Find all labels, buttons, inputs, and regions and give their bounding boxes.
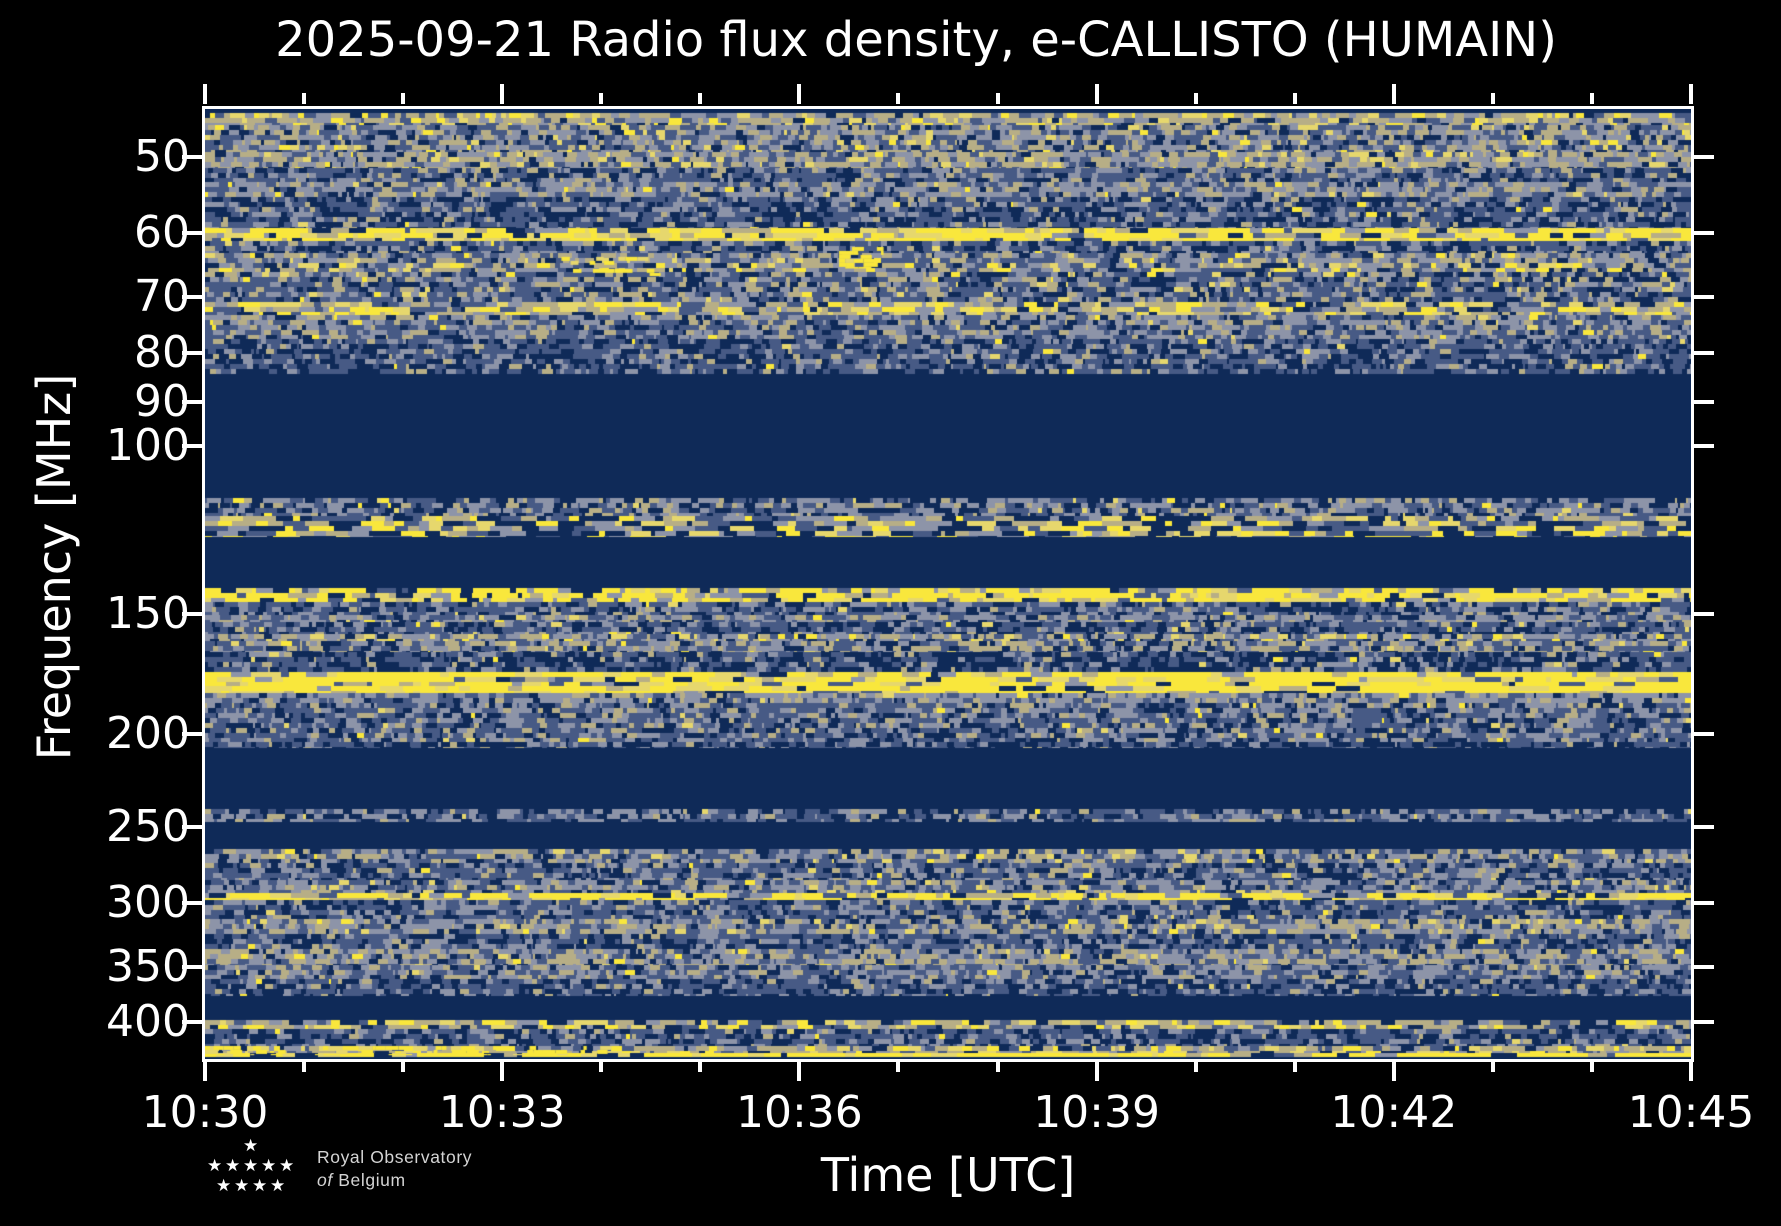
x-axis-title: Time [UTC] <box>820 1148 1076 1202</box>
star-icon: ★ <box>243 1136 259 1156</box>
x-major-tick <box>500 1061 505 1081</box>
y-major-tick-right <box>1694 399 1714 404</box>
x-major-tick-top <box>1689 84 1693 104</box>
y-major-tick <box>182 900 202 905</box>
x-major-tick-top <box>203 84 207 104</box>
x-major-tick-top <box>500 84 505 104</box>
star-icon: ★ <box>252 1176 268 1196</box>
x-major-tick <box>203 1061 207 1081</box>
star-icon: ★ <box>216 1176 232 1196</box>
x-major-tick-top <box>1094 84 1099 104</box>
x-minor-tick <box>1490 1061 1495 1072</box>
y-major-tick <box>182 399 202 404</box>
x-minor-tick-top <box>995 93 1000 104</box>
x-tick-label: 10:45 <box>1627 1087 1755 1138</box>
y-tick-label: 300 <box>106 876 190 928</box>
star-icon: ★ <box>225 1156 241 1176</box>
x-minor-tick <box>599 1061 604 1072</box>
star-icon: ★ <box>234 1176 250 1196</box>
y-tick-label: 80 <box>134 326 190 378</box>
y-major-tick <box>182 964 202 969</box>
x-minor-tick-top <box>1589 93 1594 104</box>
y-tick-label: 90 <box>134 375 190 427</box>
x-minor-tick-top <box>302 93 307 104</box>
y-tick-label: 70 <box>134 271 190 323</box>
y-major-tick-right <box>1694 295 1714 300</box>
x-minor-tick <box>1193 1061 1198 1072</box>
x-minor-tick-top <box>599 93 604 104</box>
y-major-tick-right <box>1694 612 1714 617</box>
rob-logo-text: Royal Observatory of Belgium <box>317 1146 472 1192</box>
y-major-tick-right <box>1694 900 1714 905</box>
y-tick-label: 200 <box>106 707 190 759</box>
y-major-tick <box>182 824 202 829</box>
x-tick-label: 10:42 <box>1330 1087 1458 1138</box>
x-minor-tick-top <box>1292 93 1297 104</box>
y-tick-label: 350 <box>106 940 190 992</box>
y-major-tick-right <box>1694 231 1714 236</box>
x-minor-tick <box>896 1061 901 1072</box>
y-major-tick-right <box>1694 1020 1714 1025</box>
x-minor-tick <box>1589 1061 1594 1072</box>
x-major-tick <box>797 1061 802 1081</box>
x-major-tick <box>1391 1061 1396 1081</box>
x-major-tick-top <box>1391 84 1396 104</box>
y-major-tick <box>182 612 202 617</box>
x-major-tick-top <box>797 84 802 104</box>
star-icon: ★ <box>270 1176 286 1196</box>
plot-area <box>202 106 1694 1062</box>
x-tick-label: 10:30 <box>141 1087 269 1138</box>
x-minor-tick-top <box>896 93 901 104</box>
y-major-tick-right <box>1694 731 1714 736</box>
y-major-tick <box>182 231 202 236</box>
y-major-tick <box>182 731 202 736</box>
x-tick-label: 10:39 <box>1033 1087 1160 1138</box>
y-major-tick <box>182 1020 202 1025</box>
y-tick-label: 400 <box>106 996 190 1048</box>
y-tick-label: 50 <box>134 131 190 183</box>
x-minor-tick <box>1292 1061 1297 1072</box>
x-minor-tick <box>698 1061 703 1072</box>
star-icon: ★ <box>207 1156 223 1176</box>
y-major-tick <box>182 295 202 300</box>
y-major-tick-right <box>1694 350 1714 355</box>
x-minor-tick-top <box>1490 93 1495 104</box>
rob-logo: ★ ★ ★ ★ ★ ★ ★ ★ ★ ★ Royal Observatory of… <box>205 1138 605 1208</box>
x-major-tick <box>1094 1061 1099 1081</box>
y-major-tick-right <box>1694 964 1714 969</box>
y-major-tick <box>182 443 202 448</box>
spectrogram-canvas <box>205 109 1691 1059</box>
x-minor-tick-top <box>1193 93 1198 104</box>
x-minor-tick <box>995 1061 1000 1072</box>
x-major-tick <box>1689 1061 1693 1081</box>
y-tick-label: 100 <box>106 419 190 471</box>
x-minor-tick <box>302 1061 307 1072</box>
star-icon: ★ <box>261 1156 277 1176</box>
x-minor-tick <box>401 1061 406 1072</box>
x-minor-tick-top <box>698 93 703 104</box>
star-icon: ★ <box>243 1156 259 1176</box>
y-major-tick <box>182 155 202 160</box>
y-major-tick-right <box>1694 824 1714 829</box>
rob-logo-line2: of Belgium <box>317 1170 406 1190</box>
y-major-tick <box>182 350 202 355</box>
x-tick-label: 10:36 <box>735 1087 863 1138</box>
y-major-tick-right <box>1694 155 1714 160</box>
y-major-tick-right <box>1694 443 1714 448</box>
x-minor-tick-top <box>401 93 406 104</box>
y-tick-label: 60 <box>134 207 190 259</box>
chart-title: 2025-09-21 Radio flux density, e-CALLIST… <box>275 12 1557 68</box>
star-icon: ★ <box>279 1156 295 1176</box>
rob-logo-line1: Royal Observatory <box>317 1147 473 1167</box>
y-tick-label: 250 <box>106 800 190 852</box>
y-tick-label: 150 <box>106 588 190 640</box>
x-tick-label: 10:33 <box>438 1087 566 1138</box>
